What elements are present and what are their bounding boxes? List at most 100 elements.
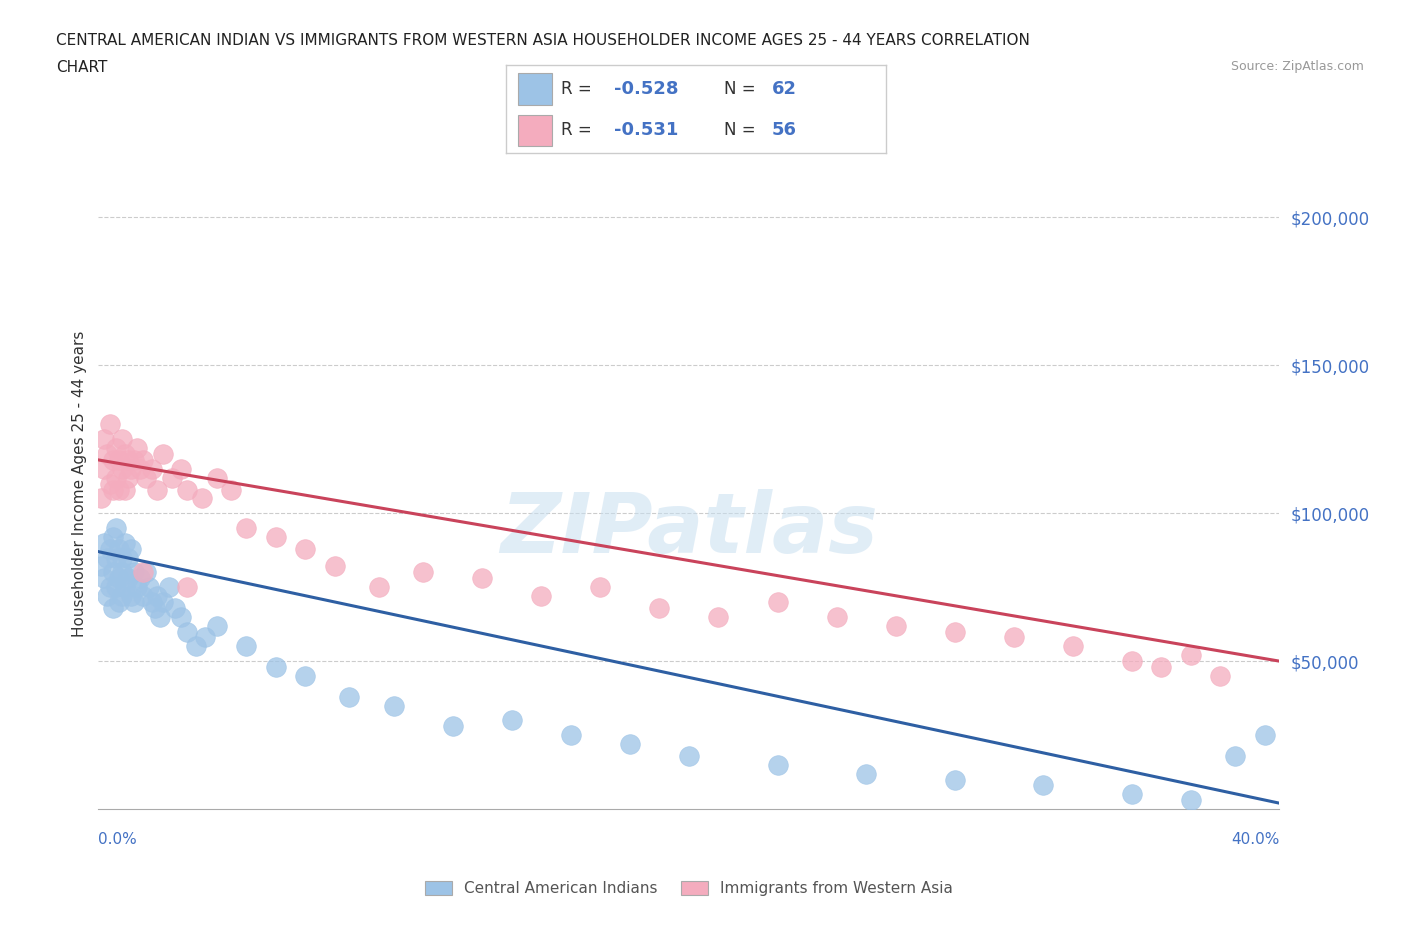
Point (1002, 630, 1025, 644)
Text: 62: 62 (772, 80, 797, 98)
Point (766, 594, 789, 609)
Point (149, 609, 172, 624)
Point (589, 579, 612, 594)
Point (132, 453, 155, 468)
Point (1150, 659, 1173, 674)
Point (96, 446, 118, 461)
Point (96, 551, 118, 565)
Point (235, 639, 257, 654)
Point (96, 589, 118, 604)
Point (368, 579, 391, 594)
Point (205, 618, 228, 633)
Point (264, 529, 287, 544)
Point (264, 659, 287, 674)
Point (501, 713, 523, 728)
Point (1180, 648, 1202, 663)
Point (108, 594, 131, 609)
Point (382, 698, 405, 713)
Point (105, 521, 128, 536)
Point (146, 589, 169, 604)
Point (135, 565, 157, 579)
Point (111, 551, 134, 565)
Point (441, 719, 464, 734)
Point (294, 669, 316, 684)
Point (105, 441, 128, 456)
Point (117, 453, 139, 468)
Point (125, 441, 148, 456)
Point (141, 461, 163, 476)
Point (122, 453, 145, 468)
Point (103, 529, 125, 544)
Point (117, 571, 139, 586)
Point (125, 579, 148, 594)
Point (235, 521, 257, 536)
FancyBboxPatch shape (517, 73, 551, 105)
Point (114, 536, 136, 551)
Point (943, 772, 966, 787)
Point (103, 601, 125, 616)
Point (648, 601, 671, 616)
Point (143, 601, 166, 616)
Point (176, 624, 198, 639)
Point (825, 609, 848, 624)
Point (90, 559, 112, 574)
Text: -0.531: -0.531 (614, 122, 679, 140)
Point (111, 589, 134, 604)
Point (141, 594, 163, 609)
Point (337, 689, 360, 704)
Text: CENTRAL AMERICAN INDIAN VS IMMIGRANTS FROM WESTERN ASIA HOUSEHOLDER INCOME AGES : CENTRAL AMERICAN INDIAN VS IMMIGRANTS FR… (56, 33, 1031, 47)
Point (122, 565, 145, 579)
Point (111, 461, 134, 476)
Point (132, 589, 155, 604)
Point (93, 461, 115, 476)
Point (103, 453, 125, 468)
Point (471, 571, 494, 586)
Point (323, 559, 346, 574)
Point (128, 571, 150, 586)
Point (1254, 727, 1277, 742)
Point (93, 432, 115, 446)
Point (560, 727, 582, 742)
Point (707, 609, 730, 624)
Point (1121, 654, 1143, 669)
Point (184, 639, 207, 654)
Point (93, 536, 115, 551)
Text: R =: R = (561, 80, 598, 98)
Point (165, 601, 187, 616)
Text: Source: ZipAtlas.com: Source: ZipAtlas.com (1230, 60, 1364, 73)
Point (135, 471, 157, 485)
Point (120, 461, 142, 476)
Point (108, 541, 131, 556)
Point (678, 749, 700, 764)
Point (122, 594, 145, 609)
Point (93, 571, 115, 586)
Point (120, 541, 142, 556)
Point (138, 579, 160, 594)
Point (1180, 792, 1202, 807)
Point (105, 551, 128, 565)
Point (152, 594, 174, 609)
Point (117, 471, 139, 485)
Point (191, 491, 214, 506)
Point (1209, 669, 1232, 684)
Point (105, 579, 128, 594)
Point (176, 482, 198, 497)
Point (294, 541, 316, 556)
Y-axis label: Householder Income Ages 25 - 44 years: Householder Income Ages 25 - 44 years (72, 330, 87, 637)
Point (1062, 639, 1084, 654)
Point (219, 482, 242, 497)
Text: N =: N = (724, 80, 761, 98)
Text: 40.0%: 40.0% (1232, 832, 1279, 847)
Text: 0.0%: 0.0% (98, 832, 138, 847)
Point (412, 565, 434, 579)
Point (176, 579, 198, 594)
Point (114, 482, 136, 497)
Point (98, 579, 121, 594)
Point (146, 482, 169, 497)
Point (170, 461, 193, 476)
Point (117, 551, 139, 565)
Point (105, 471, 128, 485)
Point (128, 461, 150, 476)
Point (98, 417, 121, 432)
Point (1032, 778, 1054, 793)
